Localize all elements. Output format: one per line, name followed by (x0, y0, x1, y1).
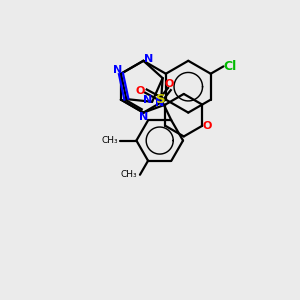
Text: CH₃: CH₃ (121, 170, 138, 179)
Text: N: N (144, 54, 153, 64)
Text: Cl: Cl (223, 60, 237, 73)
Text: N: N (143, 95, 152, 105)
Text: CH₃: CH₃ (101, 136, 118, 145)
Text: O: O (136, 86, 145, 96)
Text: N: N (155, 98, 165, 108)
Text: O: O (165, 79, 174, 89)
Text: N: N (139, 112, 148, 122)
Text: O: O (203, 121, 212, 131)
Text: S: S (156, 93, 166, 106)
Text: N: N (113, 65, 123, 75)
